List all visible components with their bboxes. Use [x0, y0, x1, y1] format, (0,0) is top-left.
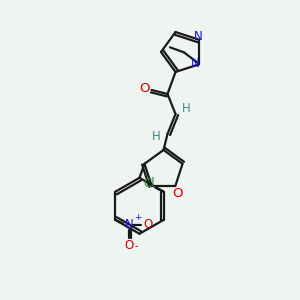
Text: O: O [172, 187, 182, 200]
Text: +: + [134, 213, 142, 222]
Text: H: H [152, 130, 161, 143]
Text: -: - [134, 241, 138, 251]
Text: N: N [194, 30, 202, 43]
Text: N: N [190, 57, 200, 70]
Text: O: O [144, 218, 153, 231]
Text: O: O [124, 239, 134, 252]
Text: H: H [182, 103, 191, 116]
Text: O: O [139, 82, 150, 95]
Text: N: N [125, 218, 134, 231]
Text: Cl: Cl [143, 177, 154, 190]
